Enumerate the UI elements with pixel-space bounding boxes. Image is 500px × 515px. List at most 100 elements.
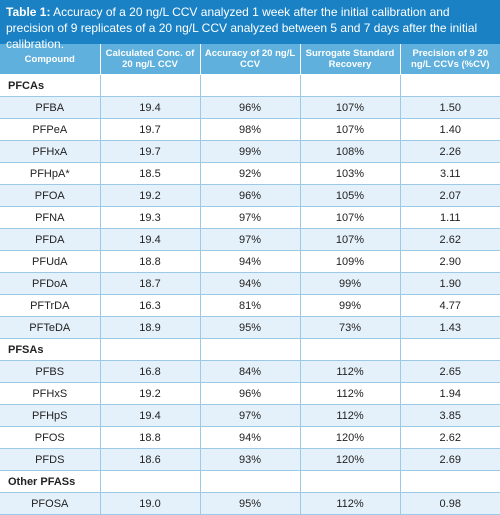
cell-accuracy: 94% xyxy=(200,250,301,273)
header-surrogate-recovery: Surrogate Standard Recovery xyxy=(300,44,401,75)
cell-precision: 1.40 xyxy=(400,118,500,141)
cell-compound: PFDA xyxy=(0,228,101,251)
cell-calculated-conc: 16.8 xyxy=(100,360,201,383)
cell-precision: 1.94 xyxy=(400,382,500,405)
section-empty-cell xyxy=(100,470,201,493)
cell-accuracy: 94% xyxy=(200,426,301,449)
table-row: PFBS 16.8 84% 112% 2.65 xyxy=(0,360,500,383)
cell-surrogate-recovery: 109% xyxy=(300,250,401,273)
section-empty-cell xyxy=(100,338,201,361)
section-label: PFSAs xyxy=(0,338,101,361)
cell-precision: 3.85 xyxy=(400,404,500,427)
cell-compound: PFDoA xyxy=(0,272,101,295)
section-label: Other PFASs xyxy=(0,470,101,493)
cell-calculated-conc: 18.6 xyxy=(100,448,201,471)
section-empty-cell xyxy=(400,74,500,97)
cell-compound: PFPeA xyxy=(0,118,101,141)
cell-surrogate-recovery: 120% xyxy=(300,448,401,471)
cell-accuracy: 96% xyxy=(200,96,301,119)
cell-precision: 2.62 xyxy=(400,426,500,449)
cell-surrogate-recovery: 107% xyxy=(300,206,401,229)
cell-surrogate-recovery: 107% xyxy=(300,228,401,251)
cell-surrogate-recovery: 112% xyxy=(300,492,401,515)
table-caption: Table 1: Accuracy of a 20 ng/L CCV analy… xyxy=(0,0,500,51)
table-row: PFHxA 19.7 99% 108% 2.26 xyxy=(0,140,500,163)
section-row: PFSAs xyxy=(0,338,500,361)
cell-compound: PFBS xyxy=(0,360,101,383)
cell-surrogate-recovery: 99% xyxy=(300,294,401,317)
cell-accuracy: 96% xyxy=(200,184,301,207)
cell-accuracy: 97% xyxy=(200,228,301,251)
section-label: PFCAs xyxy=(0,74,101,97)
cell-compound: PFDS xyxy=(0,448,101,471)
cell-compound: PFNA xyxy=(0,206,101,229)
cell-compound: PFHpA* xyxy=(0,162,101,185)
section-empty-cell xyxy=(300,470,401,493)
cell-surrogate-recovery: 112% xyxy=(300,360,401,383)
section-empty-cell xyxy=(400,470,500,493)
cell-calculated-conc: 18.8 xyxy=(100,250,201,273)
cell-compound: PFHxS xyxy=(0,382,101,405)
cell-calculated-conc: 18.9 xyxy=(100,316,201,339)
table-row: PFTrDA 16.3 81% 99% 4.77 xyxy=(0,294,500,317)
caption-prefix: Table 1: xyxy=(6,5,51,19)
table-row: PFOA 19.2 96% 105% 2.07 xyxy=(0,184,500,207)
table-header: Compound Calculated Conc. of 20 ng/L CCV… xyxy=(0,44,500,75)
table-row: PFDA 19.4 97% 107% 2.62 xyxy=(0,228,500,251)
cell-calculated-conc: 19.4 xyxy=(100,96,201,119)
section-empty-cell xyxy=(100,74,201,97)
section-empty-cell xyxy=(400,338,500,361)
cell-accuracy: 99% xyxy=(200,140,301,163)
cell-accuracy: 97% xyxy=(200,206,301,229)
cell-precision: 2.26 xyxy=(400,140,500,163)
table-body: PFCAs PFBA 19.4 96% 107% 1.50 PFPeA 19.7 98% 107%… xyxy=(0,74,500,515)
section-empty-cell xyxy=(200,470,301,493)
section-empty-cell xyxy=(300,74,401,97)
cell-accuracy: 92% xyxy=(200,162,301,185)
header-precision: Precision of 9 20 ng/L CCVs (%CV) xyxy=(400,44,500,75)
table-row: PFPeA 19.7 98% 107% 1.40 xyxy=(0,118,500,141)
cell-precision: 0.98 xyxy=(400,492,500,515)
cell-accuracy: 84% xyxy=(200,360,301,383)
cell-precision: 1.90 xyxy=(400,272,500,295)
table-row: PFBA 19.4 96% 107% 1.50 xyxy=(0,96,500,119)
cell-precision: 3.11 xyxy=(400,162,500,185)
cell-surrogate-recovery: 112% xyxy=(300,404,401,427)
cell-precision: 2.62 xyxy=(400,228,500,251)
header-compound: Compound xyxy=(0,44,101,75)
cell-precision: 2.07 xyxy=(400,184,500,207)
cell-compound: PFOS xyxy=(0,426,101,449)
cell-compound: PFTeDA xyxy=(0,316,101,339)
table-row: PFHxS 19.2 96% 112% 1.94 xyxy=(0,382,500,405)
cell-surrogate-recovery: 120% xyxy=(300,426,401,449)
header-accuracy: Accuracy of 20 ng/L CCV xyxy=(200,44,301,75)
table-row: PFTeDA 18.9 95% 73% 1.43 xyxy=(0,316,500,339)
cell-calculated-conc: 19.3 xyxy=(100,206,201,229)
cell-accuracy: 97% xyxy=(200,404,301,427)
cell-calculated-conc: 19.7 xyxy=(100,118,201,141)
cell-calculated-conc: 19.2 xyxy=(100,184,201,207)
cell-compound: PFOA xyxy=(0,184,101,207)
cell-calculated-conc: 19.7 xyxy=(100,140,201,163)
cell-calculated-conc: 18.8 xyxy=(100,426,201,449)
cell-compound: PFBA xyxy=(0,96,101,119)
table-row: PFUdA 18.8 94% 109% 2.90 xyxy=(0,250,500,273)
cell-compound: PFTrDA xyxy=(0,294,101,317)
cell-precision: 2.90 xyxy=(400,250,500,273)
cell-calculated-conc: 19.0 xyxy=(100,492,201,515)
cell-surrogate-recovery: 73% xyxy=(300,316,401,339)
cell-compound: PFHpS xyxy=(0,404,101,427)
table-row: PFNA 19.3 97% 107% 1.11 xyxy=(0,206,500,229)
section-empty-cell xyxy=(300,338,401,361)
cell-calculated-conc: 19.4 xyxy=(100,404,201,427)
cell-compound: PFHxA xyxy=(0,140,101,163)
cell-compound: PFUdA xyxy=(0,250,101,273)
cell-surrogate-recovery: 105% xyxy=(300,184,401,207)
results-table: Compound Calculated Conc. of 20 ng/L CCV… xyxy=(0,44,500,515)
cell-surrogate-recovery: 108% xyxy=(300,140,401,163)
cell-compound: PFOSA xyxy=(0,492,101,515)
table-row: PFDS 18.6 93% 120% 2.69 xyxy=(0,448,500,471)
cell-precision: 1.50 xyxy=(400,96,500,119)
table-row: PFOSA 19.0 95% 112% 0.98 xyxy=(0,492,500,515)
cell-calculated-conc: 16.3 xyxy=(100,294,201,317)
